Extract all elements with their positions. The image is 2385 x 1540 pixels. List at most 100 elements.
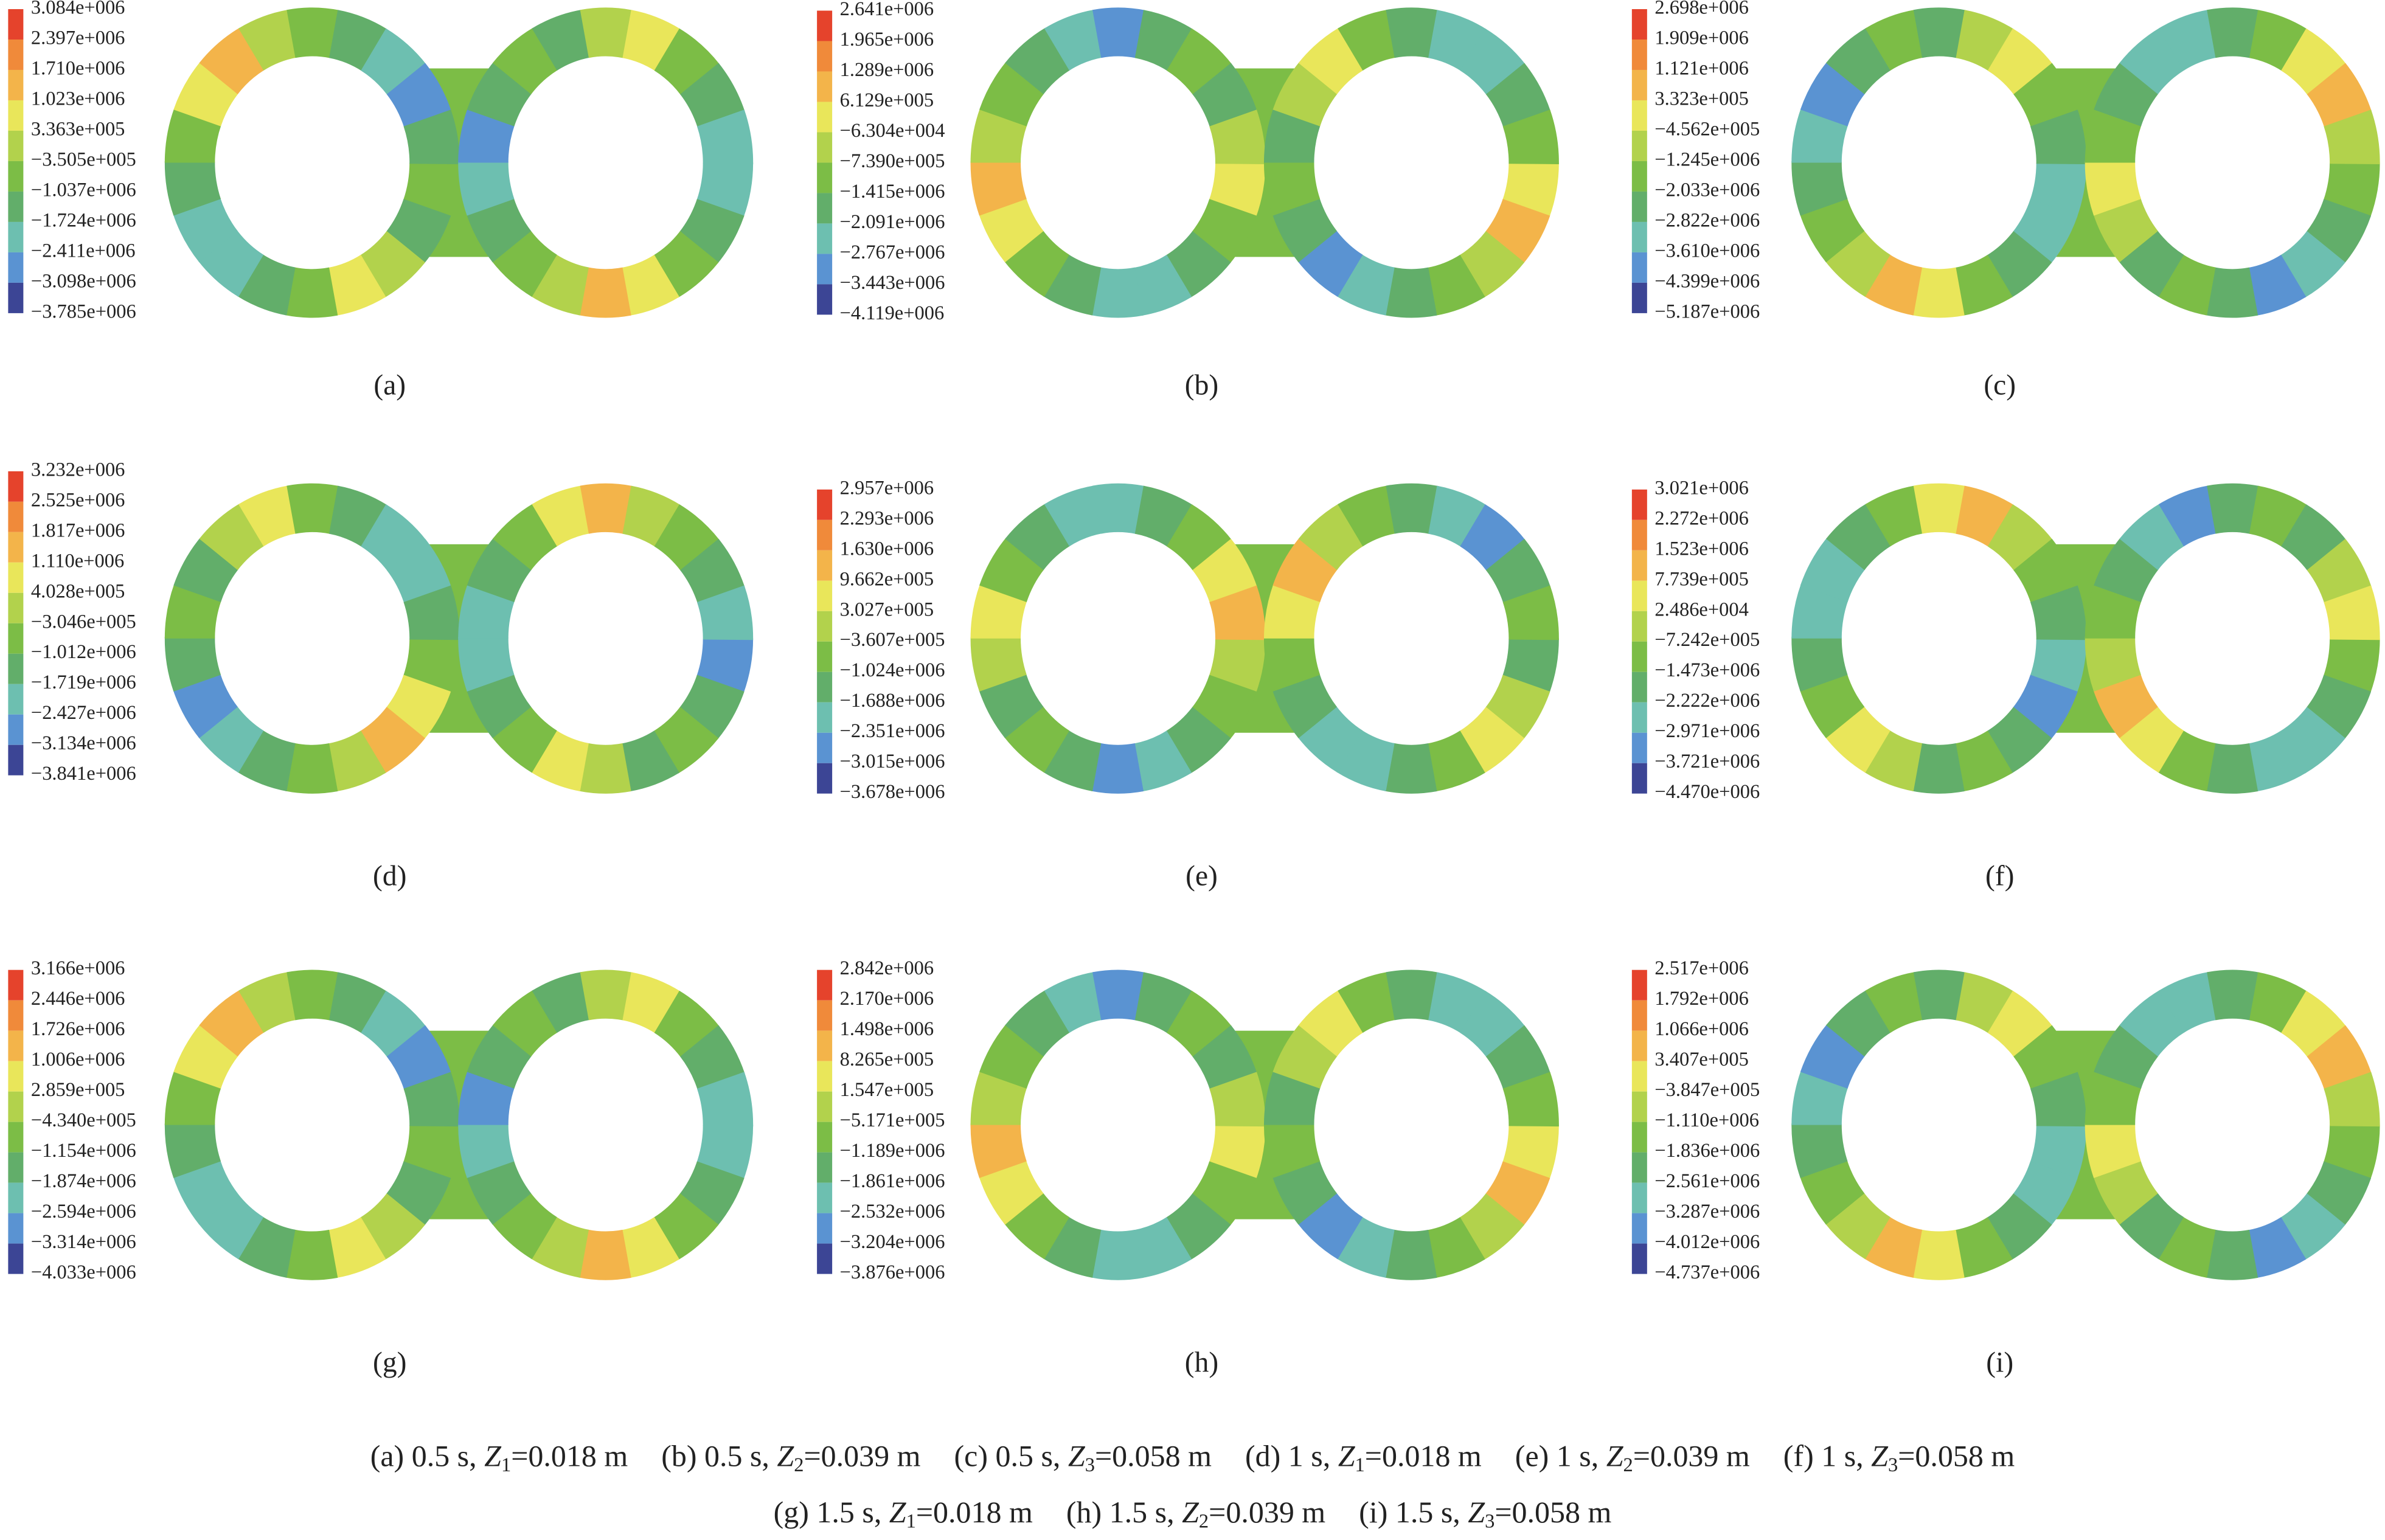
- ring-segment: [2323, 1125, 2380, 1180]
- ring-segment: [1825, 706, 1890, 773]
- ring-segment: [2030, 109, 2087, 164]
- ring-segment: [329, 972, 387, 1033]
- ring-segment: [1134, 10, 1193, 71]
- ring-segment: [1791, 584, 1849, 639]
- legend-label: −1.110e+006: [1654, 1109, 1759, 1131]
- ring-segment: [1134, 254, 1192, 316]
- ring-segment: [1460, 28, 1526, 95]
- legend-label: −2.594e+006: [31, 1201, 136, 1223]
- legend-swatch: [1631, 1091, 1647, 1122]
- legend-label: 2.641e+006: [840, 0, 934, 20]
- legend-label: 1.066e+006: [1654, 1018, 1749, 1040]
- ring-segment: [1134, 485, 1193, 547]
- ring-segment: [1485, 675, 1550, 740]
- legend-label: 4.028e+005: [31, 580, 125, 602]
- legend-label: −7.390e+005: [840, 150, 945, 172]
- panel: 2.517e+006 1.792e+006 1.066e+006 3.407e+005…: [1631, 957, 2380, 1378]
- ring-segment: [1192, 63, 1257, 128]
- legend-label: 1.289e+006: [840, 59, 934, 81]
- ring-segment: [1502, 1125, 1559, 1180]
- ring-segment: [1502, 109, 1559, 164]
- ring-segment: [458, 584, 515, 639]
- legend-label: 3.232e+006: [31, 459, 125, 480]
- legend-swatch: [8, 623, 24, 654]
- legend-swatch: [8, 161, 24, 192]
- ring-segment: [285, 743, 338, 794]
- ring-segment: [1336, 730, 1395, 791]
- caption-rest: =0.018 m: [1365, 1439, 1482, 1473]
- legend-swatch: [817, 1122, 833, 1153]
- ring-segment: [173, 198, 238, 263]
- ring-segment: [1263, 108, 1321, 163]
- ring-segment: [1044, 485, 1102, 547]
- ring-segment: [1485, 1025, 1551, 1090]
- legend-label: 1.726e+006: [31, 1018, 125, 1040]
- panel-label: (f): [1985, 861, 2014, 892]
- ring-segment: [1384, 743, 1437, 794]
- ring-segment: [173, 1160, 238, 1225]
- ring-segment: [1338, 972, 1396, 1033]
- legend-swatch: [817, 550, 833, 581]
- caption-var: Z: [1182, 1495, 1199, 1529]
- legend-swatch: [817, 284, 833, 315]
- ring-segment: [2205, 267, 2258, 318]
- ring-segment: [2085, 584, 2142, 639]
- legend-swatch: [817, 1182, 833, 1213]
- ring-segment: [2030, 1072, 2087, 1127]
- ring-segment: [1791, 1070, 1849, 1125]
- ring-segment: [361, 28, 426, 95]
- legend-label: −1.245e+006: [1654, 148, 1760, 170]
- legend-label: 2.525e+006: [31, 489, 125, 511]
- ring-segment: [2324, 585, 2380, 640]
- ring-segment: [622, 972, 681, 1033]
- ring-segment: [403, 585, 460, 640]
- legend-swatch: [817, 1152, 833, 1183]
- ring-segment: [2085, 1070, 2142, 1125]
- ring-segment: [1134, 1217, 1192, 1278]
- ring-segment: [1460, 504, 1526, 571]
- ring-segment: [1272, 1024, 1338, 1089]
- ring-segment: [1272, 538, 1338, 603]
- caption-sub: 1: [906, 1511, 916, 1533]
- ring-segment: [578, 1229, 631, 1280]
- ring-segment: [386, 63, 451, 128]
- ring-segment: [1092, 969, 1145, 1021]
- legend-label: −2.033e+006: [1654, 179, 1760, 201]
- legend-label: −1.861e+006: [840, 1170, 945, 1192]
- legend-label: −2.971e+006: [1654, 720, 1760, 742]
- ring-segment: [1192, 1161, 1257, 1226]
- legend-label: −3.678e+006: [840, 781, 945, 803]
- ring-segment: [1004, 1192, 1070, 1260]
- ring-segment: [2118, 1192, 2184, 1260]
- legend-swatch: [817, 489, 833, 520]
- ring-segment: [622, 10, 681, 71]
- legend-label: 9.662e+005: [840, 568, 934, 590]
- legend-swatch: [8, 684, 24, 715]
- legend-label: −4.340e+005: [31, 1109, 136, 1131]
- legend-swatch: [8, 471, 24, 502]
- caption-var: Z: [484, 1439, 502, 1473]
- ring-segment: [466, 674, 532, 738]
- legend-swatch: [1631, 9, 1647, 40]
- ring-segment: [1209, 162, 1266, 217]
- legend-label: −1.415e+006: [840, 181, 945, 203]
- legend-label: 1.710e+006: [31, 57, 125, 79]
- legend-label: −3.785e+006: [31, 300, 136, 322]
- ring-segment: [2205, 743, 2258, 794]
- legend-swatch: [1631, 969, 1647, 1001]
- ring-segment: [237, 254, 296, 316]
- ring-segment: [1134, 972, 1193, 1033]
- ring-segment: [2013, 63, 2078, 128]
- ring-segment: [1913, 7, 1967, 58]
- ring-segment: [2093, 1160, 2158, 1225]
- ring-segment: [1791, 1123, 1848, 1178]
- legend-swatch: [817, 1243, 833, 1274]
- ring-segment: [238, 972, 297, 1033]
- ring-segment: [2030, 1125, 2087, 1180]
- legend-swatch: [8, 653, 24, 684]
- legend-swatch: [1631, 130, 1647, 161]
- legend-label: 3.027e+005: [840, 598, 934, 620]
- ring-segment: [979, 1160, 1044, 1225]
- legend-swatch: [817, 132, 833, 163]
- ring-segment: [286, 483, 339, 534]
